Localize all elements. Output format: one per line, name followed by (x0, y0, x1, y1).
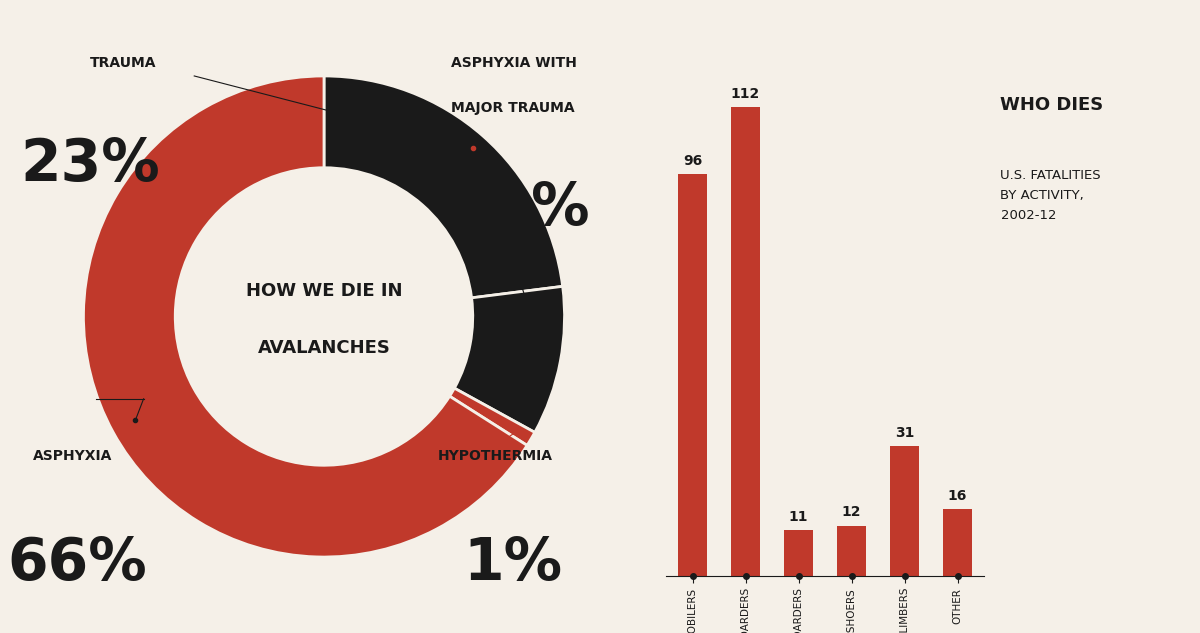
Text: HYPOTHERMIA: HYPOTHERMIA (438, 449, 553, 463)
Text: 31: 31 (895, 426, 914, 440)
Text: 1%: 1% (463, 535, 563, 592)
Text: 23%: 23% (20, 136, 160, 193)
Wedge shape (455, 286, 564, 432)
Text: 10%: 10% (451, 180, 590, 237)
Text: ASPHYXIA WITH: ASPHYXIA WITH (451, 56, 576, 70)
Bar (836, 526, 866, 576)
Text: 12: 12 (841, 506, 862, 520)
Text: HOW WE DIE IN: HOW WE DIE IN (246, 282, 402, 300)
Text: 96: 96 (683, 154, 702, 168)
Text: U.S. FATALITIES
BY ACTIVITY,
2002-12: U.S. FATALITIES BY ACTIVITY, 2002-12 (1001, 169, 1102, 222)
Wedge shape (450, 388, 535, 446)
Wedge shape (324, 76, 563, 298)
Bar (678, 174, 707, 576)
Wedge shape (84, 76, 527, 557)
Bar (731, 107, 760, 576)
Text: TRAUMA: TRAUMA (90, 56, 156, 70)
Text: MAJOR TRAUMA: MAJOR TRAUMA (451, 101, 575, 115)
Text: 16: 16 (948, 489, 967, 503)
Text: AVALANCHES: AVALANCHES (258, 339, 390, 357)
Bar (890, 446, 919, 576)
Text: ASPHYXIA: ASPHYXIA (32, 449, 112, 463)
Bar (943, 509, 972, 576)
Text: 112: 112 (731, 87, 760, 101)
Text: WHO DIES: WHO DIES (1001, 96, 1104, 114)
Text: 11: 11 (788, 510, 809, 523)
Text: 66%: 66% (7, 535, 148, 592)
Bar (784, 530, 814, 576)
